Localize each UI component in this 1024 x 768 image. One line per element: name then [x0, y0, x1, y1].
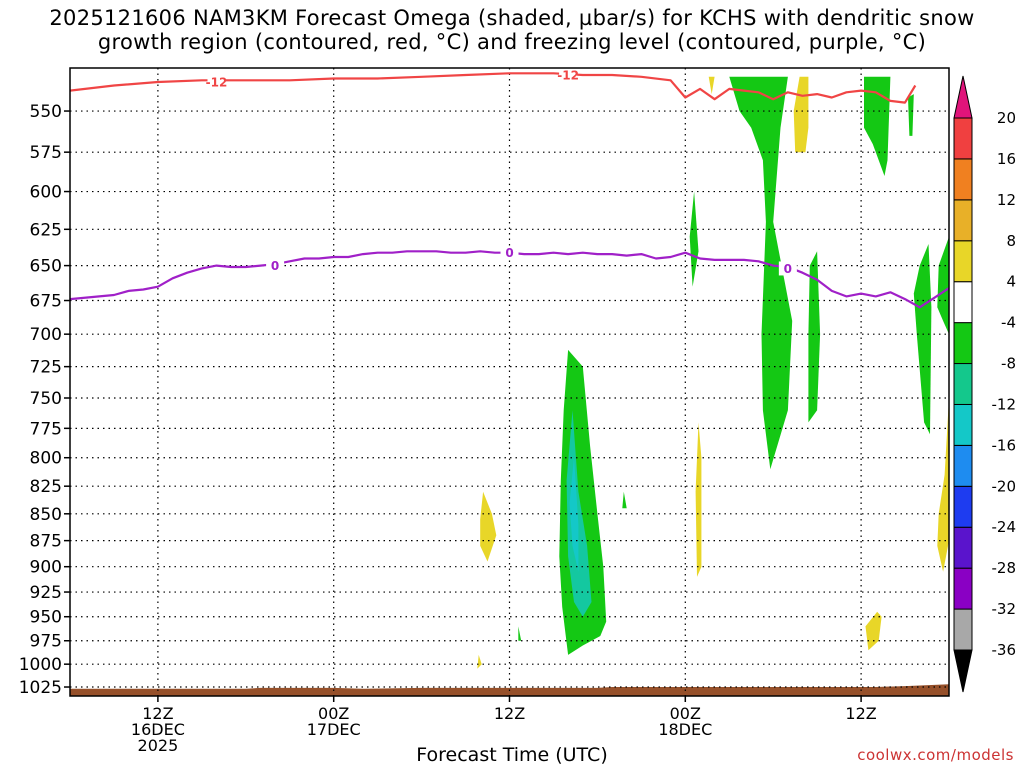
- omega-region-3: [622, 491, 627, 509]
- colorbar-label: 8: [1006, 232, 1016, 250]
- y-tick-label: 625: [30, 220, 62, 240]
- chart-title: 2025121606 NAM3KM Forecast Omega (shaded…: [0, 6, 1024, 54]
- contour-line-0: [70, 72, 917, 104]
- colorbar-label: 16: [997, 150, 1016, 168]
- x-tick-label: 18DEC: [658, 720, 712, 739]
- y-tick-label: 800: [30, 449, 62, 469]
- omega-region-16: [708, 76, 715, 95]
- y-tick-label: 775: [30, 419, 62, 439]
- x-tick-label: 17DEC: [307, 720, 361, 739]
- colorbar-label: -36: [992, 641, 1017, 659]
- y-tick-label: 900: [30, 558, 62, 578]
- omega-region-13: [477, 654, 482, 669]
- omega-region-10: [913, 244, 932, 435]
- credit-link[interactable]: coolwx.com/models: [857, 746, 1014, 764]
- colorbar-segment: [953, 444, 973, 487]
- contour-label: 0: [271, 259, 279, 273]
- colorbar-segment: [953, 485, 973, 528]
- colorbar-segment: [953, 608, 973, 651]
- omega-region-12: [480, 491, 497, 562]
- colorbar-segment: [953, 403, 973, 446]
- x-axis-title: Forecast Time (UTC): [416, 744, 608, 766]
- chart-title-line-1: 2025121606 NAM3KM Forecast Omega (shaded…: [49, 6, 975, 30]
- y-tick-label: 675: [30, 292, 62, 312]
- y-tick-label: 725: [30, 358, 62, 378]
- x-tick-label: 12Z: [494, 704, 525, 723]
- omega-region-15: [793, 76, 809, 153]
- y-tick-label: 925: [30, 583, 62, 603]
- chart-title-line-2: growth region (contoured, red, °C) and f…: [97, 30, 927, 54]
- omega-region-11: [937, 236, 949, 335]
- x-tick-label: 2025: [138, 736, 179, 755]
- x-tick-label: 12Z: [845, 704, 876, 723]
- contour-label: -12: [206, 75, 228, 89]
- colorbar-segment: [953, 363, 973, 405]
- y-tick-label: 750: [30, 389, 62, 409]
- y-tick-label: 575: [30, 143, 62, 163]
- y-tick-label: 650: [30, 257, 62, 277]
- colorbar-segment: [953, 117, 973, 160]
- x-tick-label: 00Z: [670, 704, 701, 723]
- y-axis: 550 575 600 625 650 675 700 725 750 775 800 825 850 8…: [19, 102, 70, 698]
- omega-region-5: [689, 191, 699, 287]
- contour-label: 0: [784, 262, 792, 276]
- colorbar-segment: [953, 158, 973, 201]
- contour-label: 0: [505, 246, 513, 260]
- omega-region-9: [908, 94, 914, 136]
- omega-region-14: [695, 422, 702, 577]
- y-tick-label: 875: [30, 532, 62, 552]
- omega-region-1: [566, 410, 592, 617]
- colorbar: 20 16 12 8 4 -4 -8 -12 -16 -20 -24 -28 -32 -36: [953, 75, 1017, 693]
- y-tick-label: 950: [30, 608, 62, 628]
- omega-shading-layer: [477, 76, 949, 669]
- colorbar-label: -12: [992, 395, 1017, 413]
- colorbar-label: -20: [992, 477, 1017, 495]
- contour-label-bg: [778, 261, 797, 276]
- colorbar-over-arrow: [953, 75, 973, 119]
- colorbar-under-arrow: [953, 649, 973, 693]
- y-tick-label: 550: [30, 102, 62, 122]
- colorbar-label: -16: [992, 436, 1017, 454]
- colorbar-label: -4: [1001, 314, 1016, 332]
- colorbar-segment: [953, 567, 973, 610]
- omega-region-18: [937, 398, 949, 572]
- colorbar-label: 20: [997, 109, 1016, 127]
- omega-region-6: [729, 76, 793, 470]
- x-tick-label: 16DEC: [131, 720, 185, 739]
- colorbar-label: 4: [1006, 273, 1016, 291]
- colorbar-segment: [953, 281, 973, 324]
- contour-label: -12: [557, 69, 579, 83]
- colorbar-label: -28: [992, 559, 1017, 577]
- contour-label-bg: [207, 74, 226, 89]
- contour-layer: -12 -12 0 0 0: [70, 68, 949, 309]
- grid-layer: [70, 68, 949, 696]
- omega-region-4: [518, 626, 522, 641]
- x-tick-label: 12Z: [142, 704, 173, 723]
- contour-label-bg: [559, 68, 578, 83]
- omega-region-17: [865, 611, 882, 651]
- y-tick-label: 600: [30, 183, 62, 203]
- omega-region-8: [864, 76, 891, 176]
- colorbar-label: -8: [1001, 355, 1016, 373]
- y-tick-label: 700: [30, 325, 62, 345]
- y-tick-label: 1000: [19, 655, 62, 675]
- omega-region-7: [808, 251, 821, 423]
- colorbar-segment: [953, 240, 973, 283]
- y-tick-label: 850: [30, 505, 62, 525]
- x-tick-label: 00Z: [318, 704, 349, 723]
- colorbar-segment: [953, 199, 973, 242]
- colorbar-label: -32: [992, 600, 1017, 618]
- colorbar-label: 12: [997, 191, 1016, 209]
- colorbar-segment: [953, 322, 973, 365]
- colorbar-segment: [953, 526, 973, 569]
- contour-label-bg: [500, 245, 519, 260]
- y-tick-label: 975: [30, 632, 62, 652]
- y-tick-label: 825: [30, 477, 62, 497]
- colorbar-label: -24: [992, 518, 1017, 536]
- y-tick-label: 1025: [19, 678, 62, 698]
- contour-label-bg: [266, 258, 285, 273]
